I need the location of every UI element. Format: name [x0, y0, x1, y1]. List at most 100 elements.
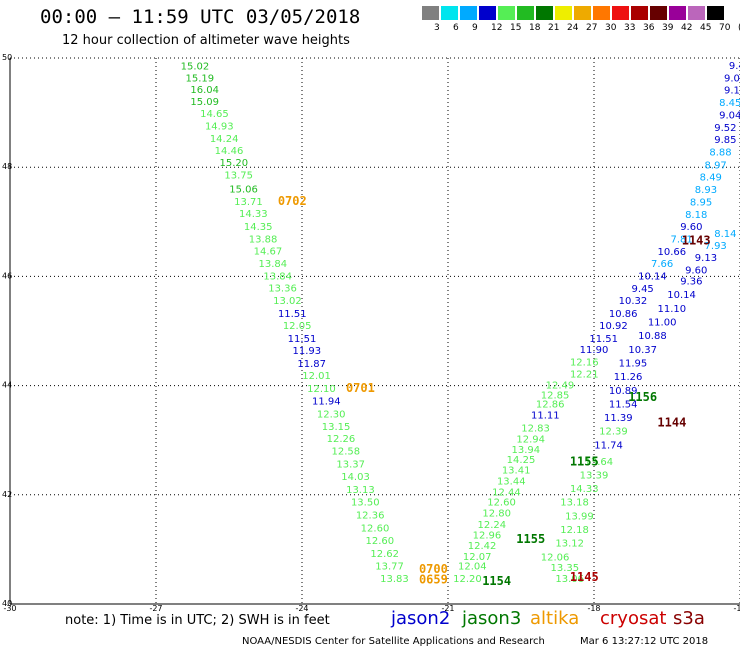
wave-height-label: 11.93 — [293, 346, 322, 357]
y-tick-label: 48 — [2, 162, 12, 171]
wave-height-label: 8.95 — [690, 197, 712, 208]
wave-height-label: 14.03 — [341, 472, 370, 483]
wave-height-label: 13.77 — [375, 562, 404, 573]
color-swatch — [536, 6, 553, 20]
wave-height-label: 14.46 — [215, 146, 244, 157]
wave-height-label: 13.18 — [560, 498, 589, 509]
wave-height-label: 12.96 — [473, 530, 502, 541]
wave-height-label: 12.62 — [370, 549, 399, 560]
y-tick-label: 44 — [2, 381, 12, 390]
color-scale-label: 42 — [681, 23, 693, 33]
wave-height-label: 10.32 — [619, 296, 648, 307]
wave-height-label: 15.06 — [229, 184, 258, 195]
wave-height-label: 10.14 — [667, 290, 696, 301]
color-scale-label: 21 — [548, 23, 560, 33]
wave-height-label: 13.15 — [322, 422, 351, 433]
wave-height-label: 14.25 — [507, 455, 536, 466]
wave-height-label: 9.06 — [724, 73, 740, 84]
wave-height-label: 12.10 — [307, 384, 336, 395]
pass-time-label: 0659 — [419, 572, 448, 586]
wave-height-label: 14.35 — [244, 222, 273, 233]
wave-height-label: 12.16 — [570, 357, 599, 368]
wave-height-label: 12.60 — [487, 498, 516, 509]
wave-height-label: 14.67 — [254, 247, 283, 258]
wave-height-label: 13.12 — [555, 539, 584, 550]
wave-height-label: 16.04 — [190, 85, 219, 96]
wave-height-label: 8.93 — [695, 185, 717, 196]
color-scale-label: 12 — [491, 23, 503, 33]
wave-height-label: 12.05 — [283, 321, 312, 332]
color-swatch — [479, 6, 496, 20]
color-swatch — [688, 6, 705, 20]
wave-height-label: 12.83 — [521, 423, 550, 434]
pass-time-label: 0701 — [346, 381, 375, 395]
x-tick-label: -21 — [441, 604, 454, 613]
wave-height-label: 9.19 — [724, 85, 740, 96]
generated-timestamp: Mar 6 13:27:12 UTC 2018 — [580, 636, 709, 647]
wave-height-label: 13.06 — [555, 574, 584, 585]
color-scale-label: 24 — [567, 23, 579, 33]
color-swatch — [498, 6, 515, 20]
x-tick-label: -24 — [295, 604, 308, 613]
pass-time-label: 1156 — [628, 390, 657, 404]
color-swatch — [555, 6, 572, 20]
color-swatch — [593, 6, 610, 20]
wave-height-label: 12.80 — [482, 509, 511, 520]
color-scale-label: 70 — [719, 23, 731, 33]
pass-time-label: 1155 — [516, 532, 545, 546]
wave-height-label: 13.35 — [550, 563, 579, 574]
color-swatch — [517, 6, 534, 20]
color-swatch — [574, 6, 591, 20]
wave-height-label: 12.58 — [331, 446, 360, 457]
color-swatch — [707, 6, 724, 20]
wave-height-label: 9.60 — [680, 222, 702, 233]
wave-height-label: 13.37 — [336, 460, 365, 471]
wave-height-label: 10.37 — [628, 345, 657, 356]
wave-height-label: 9.47 — [729, 61, 740, 72]
wave-height-label: 9.45 — [632, 284, 654, 295]
wave-height-label: 13.64 — [585, 457, 614, 468]
wave-height-label: 12.20 — [453, 574, 482, 585]
wave-height-label: 9.36 — [680, 277, 702, 288]
color-swatch — [669, 6, 686, 20]
wave-height-label: 8.49 — [700, 172, 722, 183]
wave-height-label: 11.11 — [531, 410, 560, 421]
color-scale-label: 36 — [643, 23, 655, 33]
wave-height-label: 13.44 — [497, 476, 526, 487]
x-tick-label: -15 — [733, 604, 740, 613]
color-scale-label: 33 — [624, 23, 636, 33]
wave-height-label: 11.74 — [594, 440, 623, 451]
footnote: note: 1) Time is in UTC; 2) SWH is in fe… — [65, 613, 330, 628]
wave-height-label: 12.36 — [356, 510, 385, 521]
wave-height-label: 13.02 — [273, 296, 302, 307]
wave-height-label: 12.86 — [536, 399, 565, 410]
wave-height-label: 13.94 — [512, 445, 541, 456]
color-scale-label: 9 — [472, 23, 478, 33]
wave-height-label: 10.89 — [609, 386, 638, 397]
color-scale-label: 3 — [434, 23, 440, 33]
color-scale-label: 15 — [510, 23, 522, 33]
y-tick-label: 40 — [2, 599, 12, 608]
pass-time-label: 1143 — [682, 234, 711, 248]
wave-height-label: 10.14 — [638, 272, 667, 283]
wave-height-label: 7.81 — [670, 235, 692, 246]
x-tick-label: -30 — [3, 604, 16, 613]
legend-cryosat: cryosat — [600, 608, 667, 629]
wave-height-label: 12.07 — [463, 552, 492, 563]
legend-altika: altika — [530, 608, 580, 629]
y-tick-label: 46 — [2, 271, 12, 280]
wave-height-label: 13.71 — [234, 197, 263, 208]
wave-height-label: 12.01 — [302, 371, 331, 382]
wave-height-label: 7.93 — [705, 241, 727, 252]
wave-height-label: 10.88 — [638, 331, 667, 342]
wave-height-label: 13.41 — [502, 466, 531, 477]
wave-height-label: 11.00 — [648, 318, 677, 329]
wave-height-label: 12.94 — [516, 434, 545, 445]
y-tick-label: 50 — [2, 53, 12, 62]
color-scale-label: 27 — [586, 23, 598, 33]
legend-s3a: s3a — [673, 608, 705, 629]
color-scale-label: 6 — [453, 23, 459, 33]
wave-height-label: 15.19 — [185, 73, 214, 84]
wave-height-label: 14.24 — [210, 134, 239, 145]
